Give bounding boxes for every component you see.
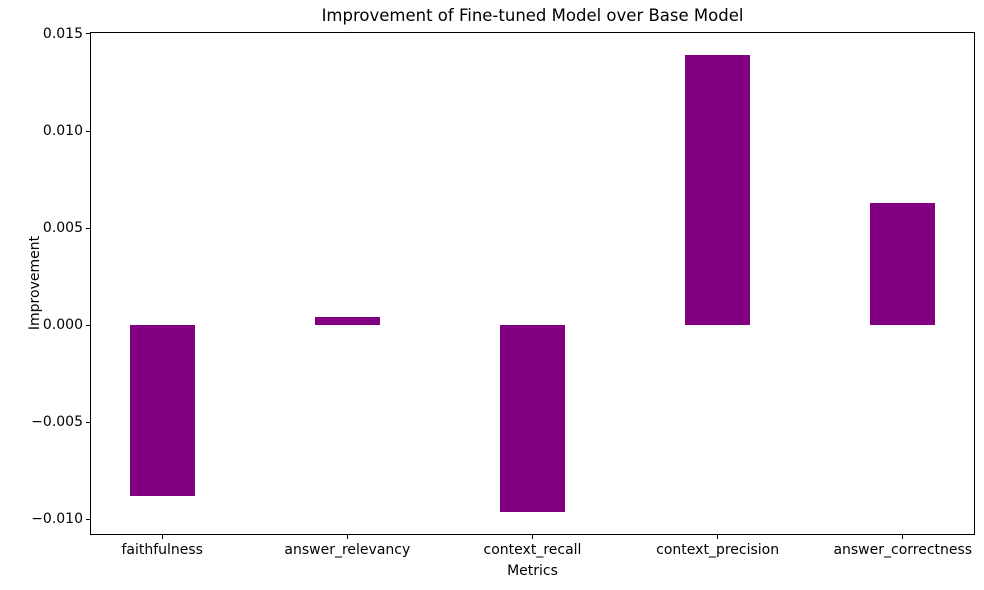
- x-tick-label-faithfulness: faithfulness: [121, 542, 203, 558]
- x-tick-mark: [717, 535, 719, 539]
- y-tick-label: −0.005: [31, 414, 83, 431]
- y-tick-label: 0.010: [42, 123, 83, 140]
- bar-answer_relevancy: [314, 317, 380, 326]
- y-tick-mark: [86, 130, 90, 132]
- x-tick-mark: [161, 535, 163, 539]
- y-tick-label: −0.010: [31, 511, 83, 528]
- x-tick-label-answer_relevancy: answer_relevancy: [284, 542, 411, 558]
- bar-context_precision: [685, 55, 751, 326]
- bar-answer_correctness: [870, 202, 936, 326]
- y-tick-label: 0.000: [42, 317, 83, 334]
- bar-faithfulness: [129, 325, 195, 497]
- x-tick-mark: [902, 535, 904, 539]
- y-tick-mark: [86, 324, 90, 326]
- x-axis-label: Metrics: [507, 563, 558, 579]
- y-tick-label: 0.005: [42, 220, 83, 237]
- x-tick-label-context_precision: context_precision: [656, 542, 780, 558]
- y-tick-mark: [86, 421, 90, 423]
- y-tick-mark: [86, 227, 90, 229]
- y-axis-label: Improvement: [27, 235, 43, 331]
- plot-area: [90, 32, 975, 535]
- x-tick-label-context_recall: context_recall: [483, 542, 582, 558]
- x-tick-mark: [532, 535, 533, 539]
- bar-context_recall: [500, 325, 565, 512]
- y-tick-mark: [86, 33, 90, 35]
- y-tick-mark: [86, 518, 90, 520]
- x-tick-mark: [346, 535, 348, 539]
- x-tick-label-answer_correctness: answer_correctness: [833, 542, 973, 558]
- chart-title: Improvement of Fine-tuned Model over Bas…: [321, 6, 744, 25]
- y-tick-label: 0.015: [42, 25, 83, 42]
